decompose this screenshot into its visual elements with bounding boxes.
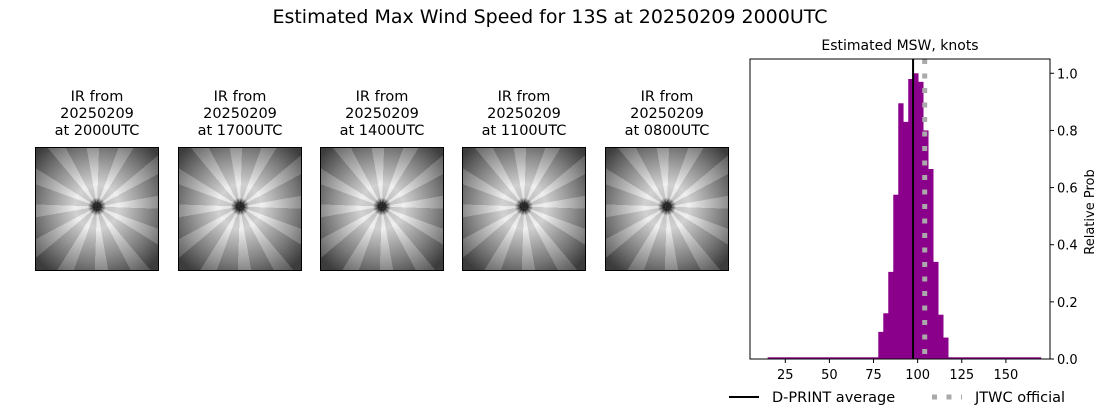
panel-label-line: at 1400UTC	[339, 123, 425, 139]
panel-label: IR from 20250209 at 0800UTC	[605, 89, 730, 140]
ir-satellite-image	[178, 147, 302, 271]
ir-satellite-image	[462, 147, 586, 271]
x-tick-label: 150	[993, 368, 1018, 383]
y-tick-label: 0.0	[1057, 353, 1078, 368]
histogram-bar	[893, 194, 899, 359]
ir-satellite-image	[605, 147, 729, 271]
y-axis-label: Relative Prob	[1083, 169, 1098, 254]
panel-label-line: IR from	[497, 89, 551, 105]
histogram-bar	[933, 261, 939, 359]
panel-label-line: IR from	[640, 89, 694, 105]
x-tick-label: 125	[949, 368, 974, 383]
legend-dprint-label: D-PRINT average	[772, 390, 895, 406]
panel-label: IR from 20250209 at 1100UTC	[462, 89, 587, 140]
x-tick-label: 50	[821, 368, 838, 383]
histogram-bar	[923, 130, 929, 359]
histogram-bar	[908, 79, 914, 359]
x-tick-label: 75	[865, 368, 882, 383]
histogram-bar	[878, 331, 884, 359]
ir-satellite-image	[35, 147, 159, 271]
x-tick-label: 25	[777, 368, 794, 383]
panel-label-line: IR from	[70, 89, 124, 105]
panel-label-line: at 1700UTC	[197, 123, 283, 139]
panel-label-line: IR from	[213, 89, 267, 105]
y-tick-label: 0.2	[1057, 296, 1078, 311]
histogram-bar	[903, 121, 909, 359]
histogram-bar	[888, 271, 894, 359]
panel-label-line: at 0800UTC	[624, 123, 710, 139]
y-tick-label: 0.6	[1057, 182, 1078, 197]
panel-label-line: IR from	[355, 89, 409, 105]
y-tick-label: 1.0	[1057, 67, 1078, 82]
histogram-bar	[943, 337, 949, 359]
figure-title: Estimated Max Wind Speed for 13S at 2025…	[272, 6, 828, 28]
panel-label: IR from 20250209 at 2000UTC	[35, 89, 160, 140]
histogram-bar	[898, 103, 904, 360]
y-tick-label: 0.8	[1057, 124, 1078, 139]
panel-label-line: 20250209	[487, 106, 561, 122]
panel-label: IR from 20250209 at 1700UTC	[178, 89, 303, 140]
histogram-bar	[918, 81, 924, 359]
panel-label-line: 20250209	[630, 106, 704, 122]
panel-label-line: 20250209	[60, 106, 134, 122]
histogram-bar	[913, 73, 919, 360]
panel-label-line: at 2000UTC	[54, 123, 140, 139]
panel-label-line: 20250209	[203, 106, 277, 122]
histogram-bar	[883, 313, 889, 359]
x-tick-label: 100	[905, 368, 930, 383]
axes-frame	[749, 58, 1051, 360]
histogram-bar	[938, 314, 944, 359]
panel-label: IR from 20250209 at 1400UTC	[320, 89, 445, 140]
ir-satellite-image	[320, 147, 444, 271]
legend-jtwc-label: JTWC official	[974, 390, 1065, 406]
chart-title: Estimated MSW, knots	[821, 38, 978, 54]
histogram-bar	[928, 169, 934, 359]
y-tick-label: 0.4	[1057, 239, 1078, 254]
panel-label-line: at 1100UTC	[481, 123, 567, 139]
panel-label-line: 20250209	[345, 106, 419, 122]
